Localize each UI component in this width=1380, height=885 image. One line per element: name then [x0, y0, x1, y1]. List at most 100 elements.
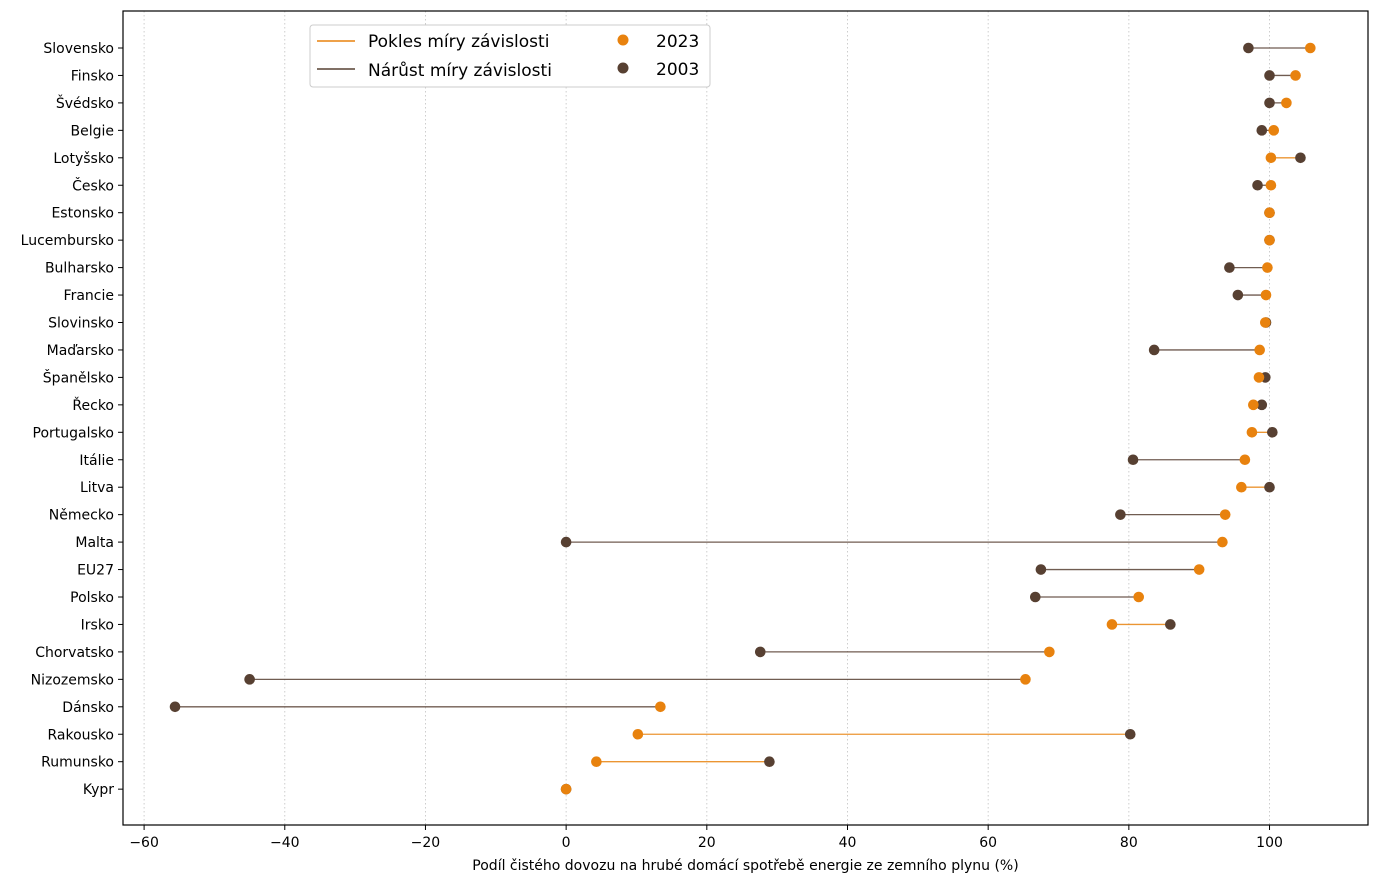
y-tick-label: Litva	[80, 480, 114, 496]
x-tick-label: −20	[411, 835, 441, 851]
point-2003	[754, 646, 766, 658]
point-2023	[1281, 97, 1292, 109]
point-2023	[1133, 591, 1144, 603]
y-tick-label: Malta	[75, 535, 114, 551]
point-2023	[560, 783, 572, 795]
point-2023	[1264, 207, 1275, 218]
point-2023	[1020, 674, 1031, 685]
legend-increase-label: Nárůst míry závislosti	[368, 61, 552, 81]
point-2023	[632, 728, 644, 740]
y-tick-label: Estonsko	[51, 206, 114, 222]
point-2023	[1239, 454, 1251, 466]
point-2003	[1264, 481, 1275, 493]
point-2003	[1252, 179, 1263, 191]
x-tick-label: 0	[562, 835, 571, 851]
x-tick-label: 100	[1256, 835, 1283, 851]
point-2003	[1115, 509, 1126, 520]
y-tick-label: Bulharsko	[45, 261, 114, 277]
point-2023	[1290, 70, 1301, 81]
y-tick-label: Finsko	[71, 68, 114, 84]
point-2003	[1165, 619, 1176, 630]
point-2003	[1264, 97, 1275, 109]
point-2003	[244, 674, 255, 685]
legend-2023-label: 2023	[656, 32, 699, 52]
point-2023	[1305, 42, 1316, 54]
y-tick-label: Portugalsko	[33, 425, 114, 441]
point-2023	[1260, 289, 1272, 301]
x-axis-label: Podíl čistého dovozu na hrubé domácí spo…	[472, 858, 1018, 874]
x-axis-ticks: −60 −40 −20 0 20 40 60 80 100	[129, 825, 1283, 851]
y-tick-label: Irsko	[81, 617, 114, 633]
point-2003	[1264, 70, 1275, 81]
y-tick-label: Německo	[49, 508, 114, 524]
y-tick-label: Španělsko	[43, 368, 114, 386]
point-2003	[1224, 262, 1235, 273]
point-2003	[1295, 152, 1306, 164]
point-2003	[764, 756, 775, 767]
point-2003	[1267, 427, 1278, 438]
point-2023	[1236, 481, 1247, 493]
y-tick-label: Itálie	[79, 453, 114, 469]
legend-box	[309, 24, 711, 88]
y-tick-label: Nizozemsko	[31, 672, 114, 688]
point-2003	[169, 701, 181, 713]
point-2003	[1148, 344, 1160, 356]
x-tick-label: 20	[698, 835, 716, 851]
y-tick-label: Lucembursko	[21, 233, 114, 249]
y-tick-label: Kypr	[83, 782, 114, 798]
point-2023	[1265, 179, 1277, 191]
y-tick-label: Lotyšsko	[53, 151, 114, 167]
x-tick-label: 60	[979, 835, 997, 851]
point-2003	[1124, 728, 1136, 740]
legend: Pokles míry závislosti Nárůst míry závis…	[309, 24, 711, 88]
x-tick-label: −40	[270, 835, 300, 851]
point-2023	[1268, 125, 1280, 136]
point-2023	[1246, 427, 1258, 438]
point-2023	[1193, 564, 1205, 575]
y-tick-label: Slovensko	[43, 41, 114, 57]
point-2023	[1217, 536, 1228, 548]
legend-2003-label: 2003	[656, 60, 699, 80]
y-tick-label: Maďarsko	[47, 343, 114, 359]
y-tick-label: Chorvatsko	[35, 645, 114, 661]
point-2023	[1262, 262, 1273, 273]
y-tick-label: Rakousko	[47, 727, 114, 743]
y-tick-label: Slovinsko	[48, 316, 114, 332]
y-axis-ticks: Slovensko Finsko Švédsko Belgie Lotyšsko Česk…	[21, 41, 123, 798]
point-2003	[1127, 454, 1139, 466]
point-2003	[1029, 591, 1041, 603]
plot-frame	[122, 10, 1369, 826]
point-2023	[1253, 372, 1265, 383]
y-tick-label: Francie	[64, 288, 114, 304]
grid	[143, 11, 1270, 825]
y-tick-label: Švédsko	[56, 94, 114, 112]
y-tick-label: Belgie	[71, 123, 115, 139]
point-2003	[1035, 564, 1047, 575]
connector-lines	[175, 47, 1311, 763]
point-2023	[655, 701, 666, 713]
point-2003	[1256, 399, 1268, 411]
legend-2003-marker	[617, 62, 629, 74]
point-2023	[591, 756, 602, 767]
point-2023	[1044, 646, 1055, 658]
y-tick-label: Dánsko	[62, 700, 114, 716]
data-points	[169, 42, 1316, 795]
point-2023	[1248, 399, 1259, 411]
x-tick-label: −60	[129, 835, 159, 851]
point-2023	[1264, 234, 1275, 246]
y-tick-label: Řecko	[72, 397, 114, 414]
point-2003	[1256, 125, 1268, 136]
x-tick-label: 40	[839, 835, 857, 851]
point-2023	[1219, 509, 1231, 520]
point-2023	[1254, 344, 1265, 356]
y-tick-label: Rumunsko	[41, 755, 114, 771]
point-2023	[1265, 152, 1277, 164]
point-2023	[1260, 317, 1271, 328]
y-tick-label: Česko	[72, 176, 114, 194]
point-2023	[1106, 619, 1118, 630]
y-tick-label: Polsko	[70, 590, 114, 606]
legend-decrease-label: Pokles míry závislosti	[368, 32, 549, 52]
point-2003	[1232, 289, 1244, 301]
point-2003	[560, 536, 572, 548]
